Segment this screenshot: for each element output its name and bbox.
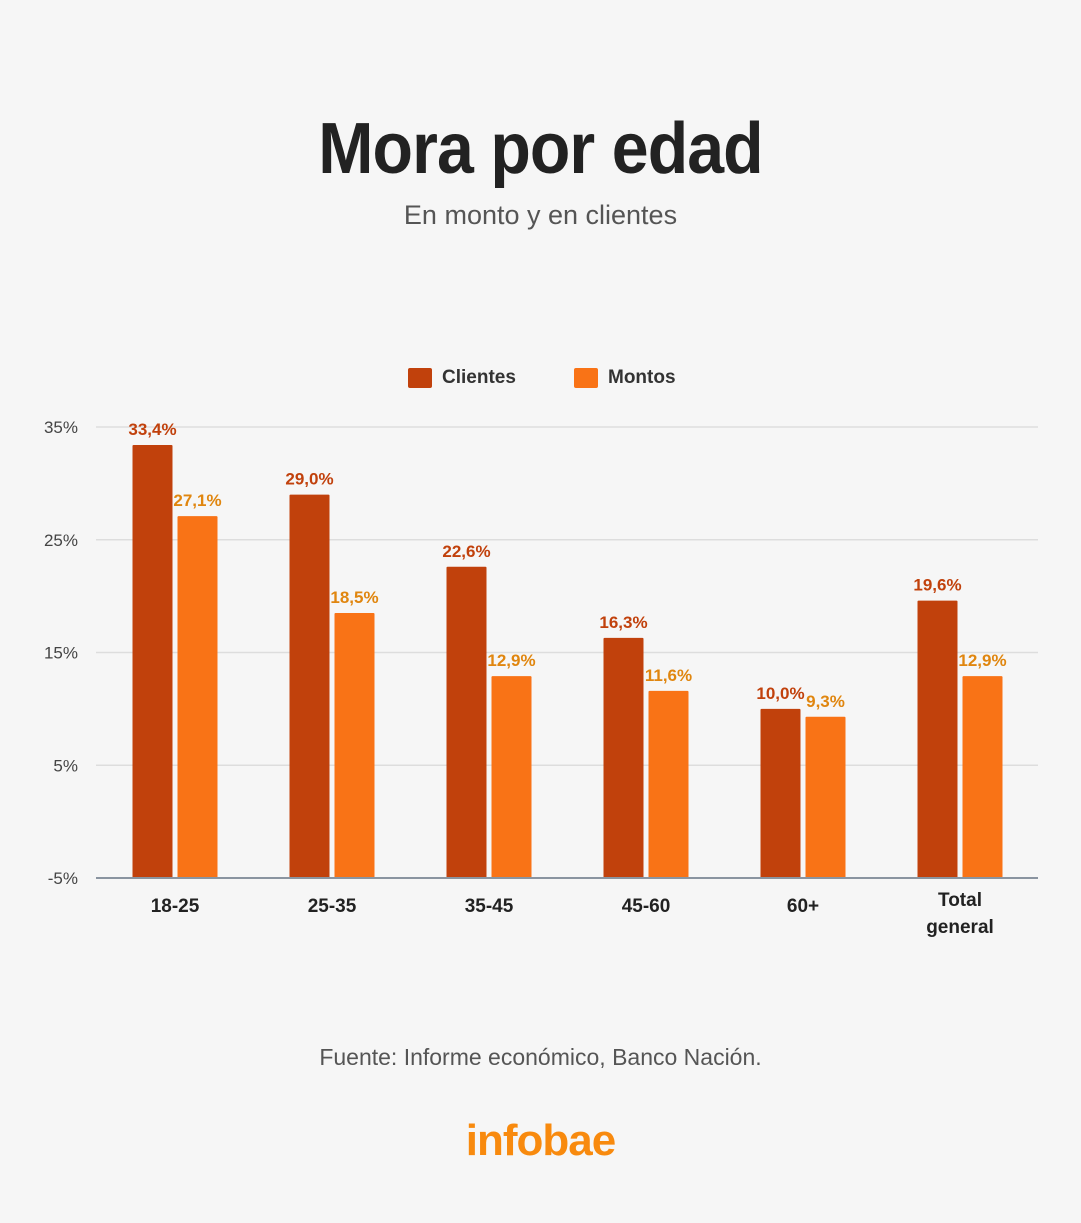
x-tick-label: 60+ — [787, 896, 819, 917]
x-tick-label: Total — [938, 890, 982, 911]
source-note: Fuente: Informe económico, Banco Nación. — [319, 1044, 762, 1070]
y-tick-label: -5% — [48, 869, 78, 888]
x-tick-label: general — [926, 917, 994, 938]
bar-montos — [177, 516, 218, 878]
bar-montos — [805, 716, 846, 878]
bar-clientes — [760, 708, 801, 878]
x-tick-label: 25-35 — [308, 896, 357, 917]
data-label-clientes: 19,6% — [913, 576, 961, 595]
data-label-clientes: 10,0% — [756, 684, 804, 703]
bar-clientes — [446, 566, 487, 878]
legend-label-clientes: Clientes — [442, 367, 516, 388]
data-label-montos: 9,3% — [806, 692, 845, 711]
chart-title: Mora por edad — [318, 109, 763, 189]
legend-item-clientes: Clientes — [408, 367, 516, 389]
data-label-clientes: 29,0% — [285, 470, 333, 489]
legend-label-montos: Montos — [608, 367, 676, 388]
legend-swatch-montos — [574, 368, 598, 388]
y-tick-label: 35% — [44, 418, 78, 437]
x-tick-label: 18-25 — [151, 896, 200, 917]
data-label-montos: 27,1% — [173, 491, 221, 510]
data-label-montos: 12,9% — [958, 651, 1006, 670]
data-label-montos: 12,9% — [487, 651, 535, 670]
bar-clientes — [917, 600, 958, 878]
legend-item-montos: Montos — [574, 367, 676, 389]
bar-montos — [491, 676, 532, 878]
infobae-logo: infobae — [465, 1116, 616, 1165]
y-tick-label: 5% — [53, 756, 78, 775]
data-label-clientes: 22,6% — [442, 542, 490, 561]
bar-clientes — [603, 637, 644, 878]
bar-montos — [962, 676, 1003, 878]
legend: Clientes Montos — [0, 367, 1081, 393]
data-label-clientes: 33,4% — [128, 420, 176, 439]
x-tick-label: 35-45 — [465, 896, 514, 917]
x-tick-label: 45-60 — [622, 896, 671, 917]
data-label-montos: 18,5% — [330, 588, 378, 607]
y-tick-label: 25% — [44, 531, 78, 550]
chart-subtitle: En monto y en clientes — [403, 200, 678, 230]
y-tick-label: 15% — [44, 644, 78, 663]
bar-clientes — [132, 445, 173, 878]
legend-swatch-clientes — [408, 368, 432, 388]
data-label-clientes: 16,3% — [599, 613, 647, 632]
bar-montos — [648, 690, 689, 878]
bar-clientes — [289, 494, 330, 878]
data-label-montos: 11,6% — [645, 666, 692, 685]
bar-chart: 35% 25% 15% 5% -5% 33,4% 27,1% 18-25 29,0% 18,5% 2… — [44, 418, 1038, 938]
bar-montos — [334, 613, 375, 878]
